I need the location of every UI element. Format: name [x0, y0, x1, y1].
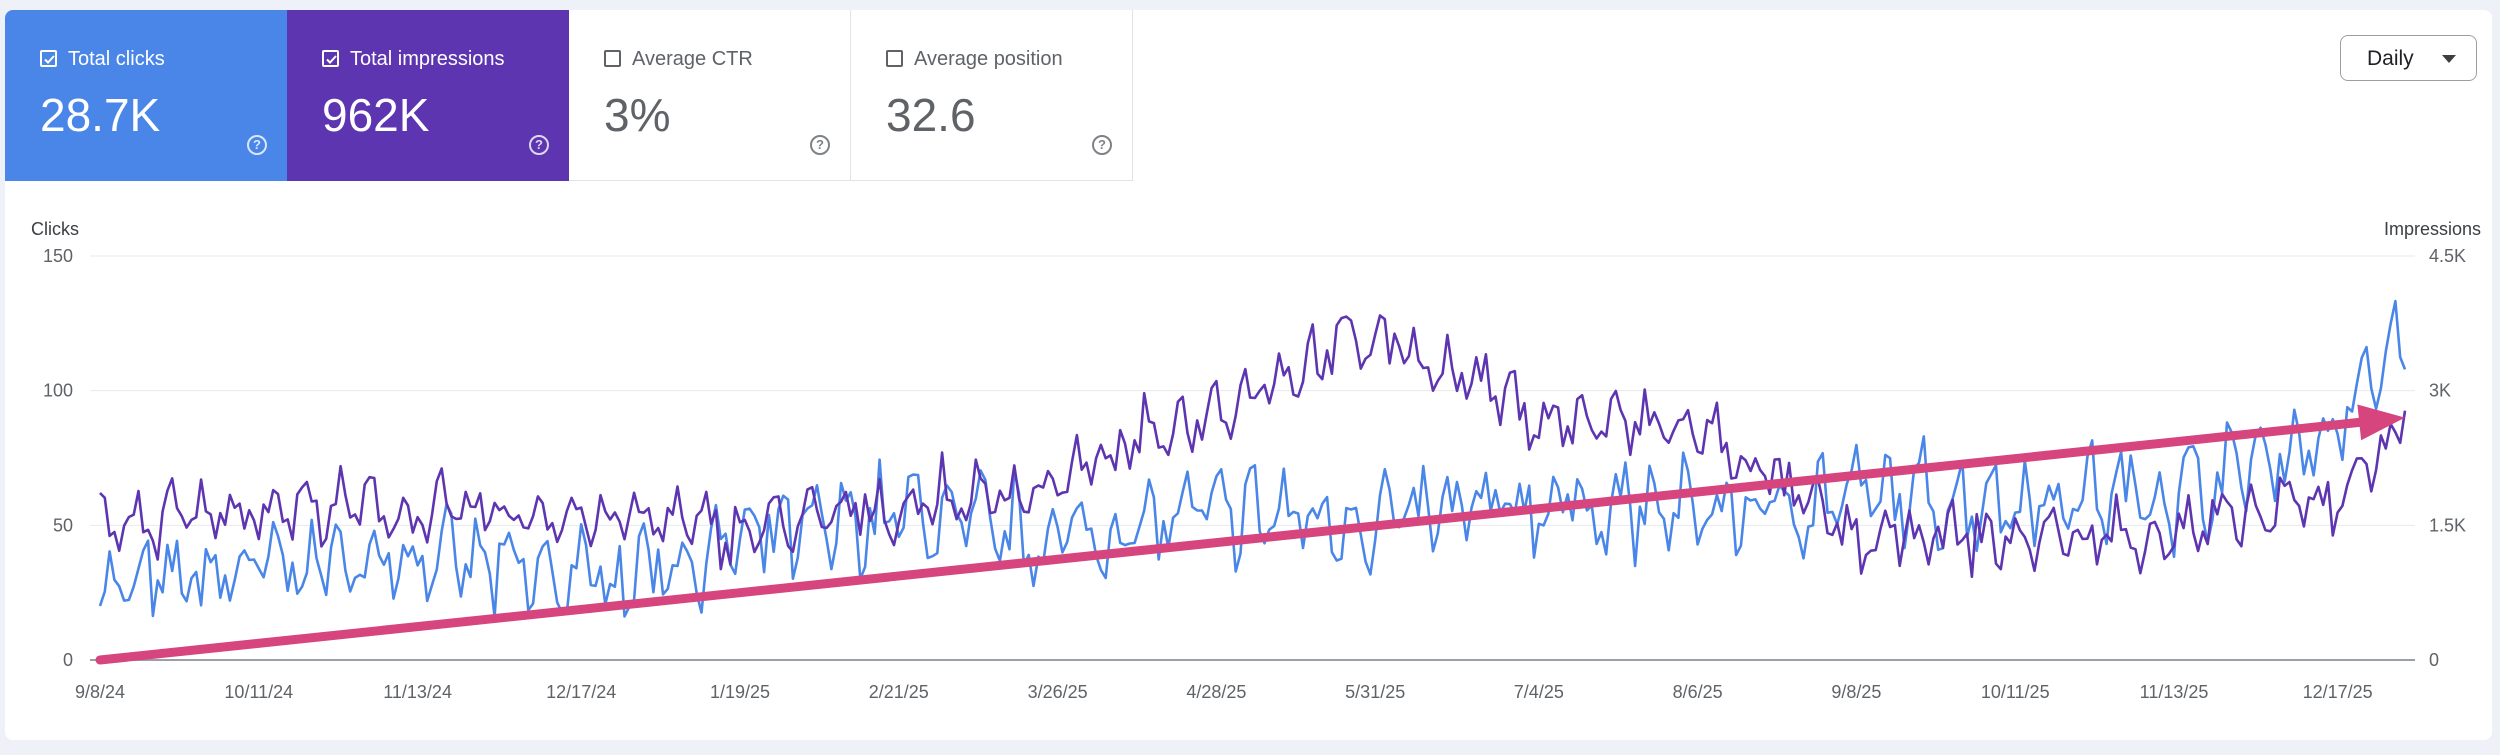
period-dropdown-label: Daily	[2367, 47, 2414, 70]
y-tick-label-left: 50	[53, 515, 73, 535]
x-tick-label: 11/13/25	[2140, 682, 2209, 702]
y-tick-label-left: 100	[43, 381, 73, 401]
metric-label: Average CTR	[632, 48, 753, 70]
average-position-checkbox[interactable]	[886, 50, 903, 67]
y-tick-label-right: 0	[2429, 650, 2439, 670]
x-tick-label: 7/4/25	[1514, 682, 1564, 702]
y-tick-label-left: 150	[43, 246, 73, 266]
trend-arrow-shaft	[95, 417, 2364, 665]
y-tick-label-right: 3K	[2429, 381, 2451, 401]
metric-value: 962K	[322, 89, 430, 141]
metric-label: Total impressions	[350, 48, 505, 70]
performance-card: Total clicks 28.7K ? Total impressions 9…	[5, 10, 2492, 740]
average-ctr-tab[interactable]: Average CTR 3% ?	[569, 10, 851, 181]
y-axis-title-right: Impressions	[2384, 219, 2481, 239]
metric-label: Average position	[914, 48, 1063, 70]
x-tick-label: 5/31/25	[1345, 682, 1405, 702]
x-tick-label: 9/8/24	[75, 682, 125, 702]
x-tick-label: 12/17/24	[546, 682, 616, 702]
x-tick-label: 8/6/25	[1673, 682, 1723, 702]
average-position-tab[interactable]: Average position 32.6 ?	[851, 10, 1133, 181]
total-clicks-checkbox[interactable]	[40, 50, 57, 67]
clicks-series-line	[98, 299, 2407, 619]
metric-tabs: Total clicks 28.7K ? Total impressions 9…	[5, 10, 1133, 181]
period-dropdown[interactable]: Daily	[2340, 35, 2477, 81]
x-tick-label: 3/26/25	[1028, 682, 1088, 702]
x-tick-label: 11/13/24	[383, 682, 452, 702]
x-tick-label: 12/17/25	[2303, 682, 2373, 702]
y-axis-title-left: Clicks	[31, 219, 79, 239]
x-tick-label: 2/21/25	[869, 682, 929, 702]
total-impressions-tab[interactable]: Total impressions 962K ?	[287, 10, 569, 181]
metric-value: 32.6	[886, 89, 976, 141]
y-tick-label-right: 4.5K	[2429, 246, 2466, 266]
metric-value: 3%	[604, 89, 671, 141]
x-tick-label: 4/28/25	[1186, 682, 1246, 702]
trend-arrow-head	[2357, 404, 2405, 441]
help-icon[interactable]: ?	[529, 135, 549, 155]
performance-chart: 0 50 100 150 0 1.5K 3K 4.5K Clicks Impressions 9/8…	[31, 219, 2481, 702]
help-icon[interactable]: ?	[810, 135, 830, 155]
x-tick-label: 1/19/25	[710, 682, 770, 702]
total-clicks-tab[interactable]: Total clicks 28.7K ?	[5, 10, 287, 181]
x-tick-label: 10/11/24	[224, 682, 293, 702]
caret-down-icon	[2442, 55, 2456, 63]
y-tick-label-left: 0	[63, 650, 73, 670]
metric-value: 28.7K	[40, 89, 161, 141]
average-ctr-checkbox[interactable]	[604, 50, 621, 67]
metric-label: Total clicks	[68, 48, 165, 70]
total-impressions-checkbox[interactable]	[322, 50, 339, 67]
impressions-series-line	[99, 314, 2407, 579]
help-icon[interactable]: ?	[1092, 135, 1112, 155]
y-tick-label-right: 1.5K	[2429, 515, 2466, 535]
x-tick-label: 9/8/25	[1831, 682, 1881, 702]
x-tick-label: 10/11/25	[1981, 682, 2050, 702]
help-icon[interactable]: ?	[247, 135, 267, 155]
